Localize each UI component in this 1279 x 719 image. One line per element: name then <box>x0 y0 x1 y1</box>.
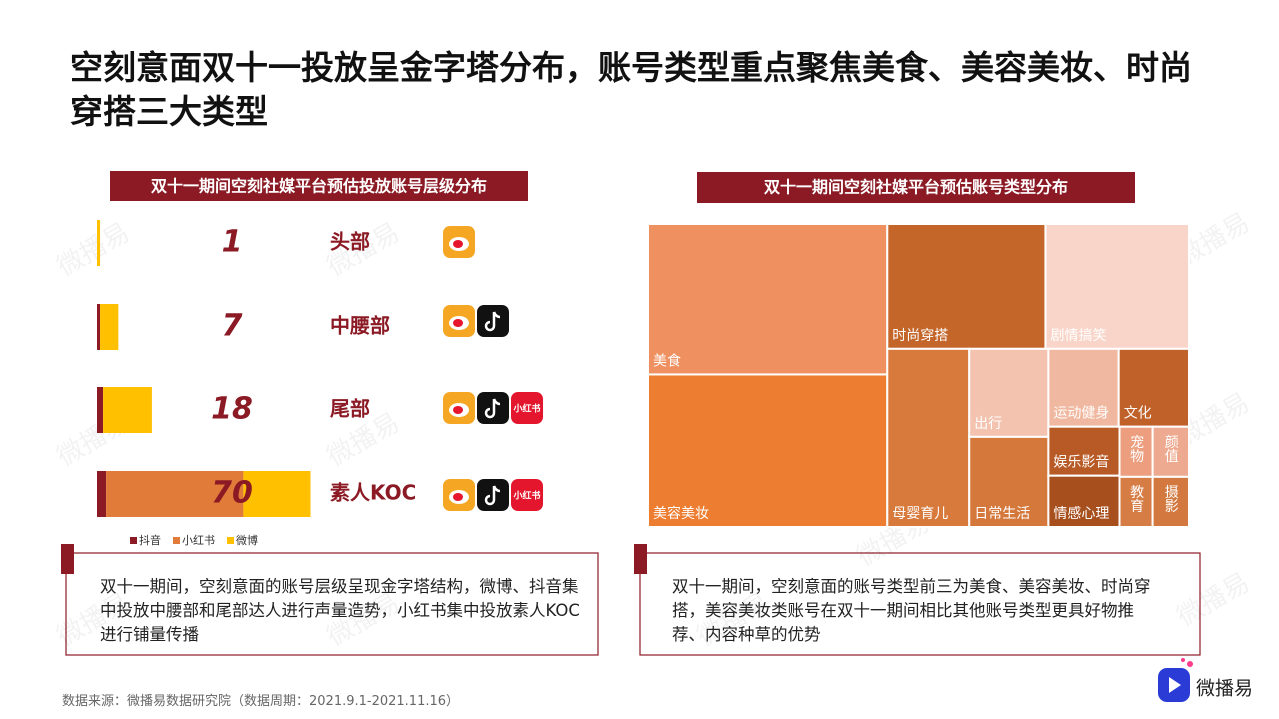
legend-label: 抖音 <box>139 533 161 547</box>
treemap-cell <box>1044 223 1191 350</box>
bar-segment <box>97 220 101 266</box>
douyin-icon <box>477 305 509 337</box>
left-note: 双十一期间，空刻意面的账号层级呈现金字塔结构，微博、抖音集中投放中腰部和尾部达人… <box>100 577 580 644</box>
treemap-cell <box>1117 347 1190 428</box>
watermark: 微播易 <box>1172 568 1255 633</box>
right-note: 双十一期间，空刻意面的账号类型前三为美食、美容美妆、时尚穿搭，美容美妆类账号在双… <box>672 577 1151 644</box>
bar-segment <box>97 304 101 350</box>
legend-swatch <box>173 537 180 544</box>
douyin-icon <box>477 392 509 424</box>
cell-label: 出行 <box>974 416 1002 432</box>
note-marker <box>61 544 74 574</box>
slide-title: 空刻意面双十一投放呈金字塔分布，账号类型重点聚焦美食、美容美妆、时尚穿搭三大类型 <box>70 48 1192 131</box>
bar-segment <box>243 471 311 517</box>
brand-logo: 微播易 <box>1158 658 1253 702</box>
xiaohongshu-icon: 小红书 <box>511 479 543 511</box>
treemap-cell <box>968 347 1050 438</box>
treemap-cell <box>647 373 889 528</box>
cell-label: 母婴育儿 <box>892 506 948 522</box>
category-label: 素人KOC <box>330 481 416 505</box>
treemap-cell <box>1151 425 1191 478</box>
bar-segment <box>97 387 104 433</box>
cell-label: 美容美妆 <box>653 505 709 522</box>
category-label: 头部 <box>330 230 370 254</box>
legend-label: 小红书 <box>182 534 215 547</box>
source: 数据来源：微播易数据研究院（数据周期：2021.9.1-2021.11.16） <box>62 694 460 709</box>
bar-segment <box>100 304 119 350</box>
brand-name: 微播易 <box>1196 678 1253 700</box>
category-label: 中腰部 <box>330 314 390 338</box>
total-label: 1 <box>222 225 243 260</box>
treemap-cell <box>886 347 971 528</box>
icon-label: 小红书 <box>512 490 540 502</box>
bar-segment <box>97 471 107 517</box>
treemap-cell <box>886 223 1047 350</box>
platform-icons: 小红书 小红书 <box>443 226 543 511</box>
left-chart-title: 双十一期间空刻社媒平台预估投放账号层级分布 <box>151 177 487 196</box>
weibo-icon <box>443 305 475 337</box>
bar-segment <box>106 471 244 517</box>
cell-label: 运动健身 <box>1053 406 1109 422</box>
cell-label: 剧情搞笑 <box>1050 328 1106 344</box>
header-bg <box>697 172 1135 203</box>
total-label: 18 <box>211 392 253 427</box>
note-box <box>639 552 1201 656</box>
cell-label: 颜值 <box>1163 435 1179 463</box>
total-label: 70 <box>211 476 253 511</box>
douyin-icon <box>477 479 509 511</box>
legend-swatch <box>227 537 234 544</box>
treemap-cell <box>968 435 1050 528</box>
note-marker <box>634 544 647 574</box>
cell-label: 娱乐影音 <box>1053 454 1109 471</box>
total-label: 7 <box>222 309 243 344</box>
cell-label: 教育 <box>1128 485 1144 513</box>
cell-label: 宠物 <box>1128 435 1144 464</box>
legend-swatch <box>130 537 137 544</box>
cell-label: 情感心理 <box>1053 505 1109 522</box>
watermark: 微播易 <box>52 218 135 283</box>
xiaohongshu-icon: 小红书 <box>511 392 543 424</box>
treemap-cell <box>647 223 889 376</box>
weibo-icon <box>443 226 475 258</box>
cell-label: 摄影 <box>1163 485 1179 513</box>
treemap-cell <box>1118 425 1154 478</box>
treemap-cell <box>1047 347 1120 428</box>
note-box <box>65 552 599 656</box>
icon-label: 小红书 <box>512 403 540 415</box>
cell-label: 时尚穿搭 <box>892 328 948 344</box>
header-bg <box>110 171 528 201</box>
bar-segment <box>103 387 152 433</box>
weibo-icon <box>443 479 475 511</box>
weibo-icon <box>443 392 475 424</box>
cell-label: 文化 <box>1124 406 1152 422</box>
treemap-cell <box>1151 475 1191 529</box>
category-label: 尾部 <box>330 397 370 421</box>
legend-label: 微博 <box>236 533 258 547</box>
cell-label: 日常生活 <box>974 506 1030 522</box>
cell-label: 美食 <box>653 352 681 369</box>
right-chart-title: 双十一期间空刻社媒平台预估账号类型分布 <box>764 178 1068 197</box>
